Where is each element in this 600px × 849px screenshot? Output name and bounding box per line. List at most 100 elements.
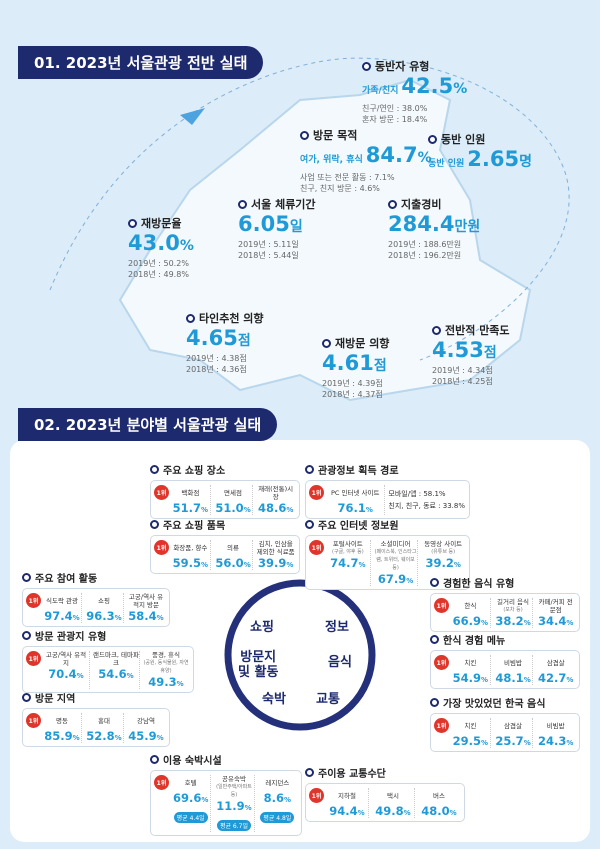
panel-box: 1위 포털사이트 (구글, 야후 등) 74.7% 소셜미디어 (페이스북, 인스타그램,… [305,535,470,590]
item-label-text: 고궁/역사 유적지 [45,651,87,667]
stat-unit: 만원 [454,219,481,235]
panel-title: 주요 쇼핑 품목 [150,517,300,532]
rank-badge: 1위 [26,651,41,666]
item-number: 94.4 [329,804,358,818]
stat-value: 284.4만원 [388,212,480,239]
item-value: 52.8% [85,729,123,743]
item-value: 69.6% [171,791,210,805]
item-label: 강남역 [127,713,165,729]
stat-prefix: 동반 인원 [428,159,465,169]
item-number: 39.9 [257,556,287,570]
item-label: 지하철 [326,788,368,804]
item-value: 24.3% [536,734,575,748]
stat-number: 4.65 [186,326,238,350]
hub-text: 음식 [328,655,352,670]
item-number: 24.3 [537,734,567,748]
item-label: 레지던스 [258,775,297,791]
rank-badge: 1위 [26,593,41,608]
panel-title: 가장 맛있었던 한국 음식 [430,695,580,710]
item-value: 51.0% [214,501,253,515]
panel-title-text: 주요 인터넷 정보원 [318,521,399,532]
item-label: 카페/커피 전문점 [536,598,575,614]
item-unit: % [243,506,251,514]
item-label: 면세점 [214,485,253,501]
stat-number: 4.61 [322,351,374,375]
item-unit: % [566,619,574,627]
item-avg: 평균 4.4일 [173,812,208,823]
bullet [128,218,137,228]
stat-sub: 2019년 : 188.6만원 [388,240,462,249]
stat-sub: 혼자 방문 : 18.4% [362,115,428,124]
item-number: 97.4 [44,609,73,623]
item-unit: % [523,676,531,684]
panel-title-text: 방문 지역 [35,694,76,705]
item-number: 74.7 [330,556,359,570]
item-number: 70.4 [48,667,77,681]
panel-box: 1위 화장품, 향수 59.5% 의류 56.0% 김치, 인삼을 제외한 식료품 39.9… [150,535,300,574]
panel-title-text: 주요 쇼핑 품목 [163,521,226,532]
bullet [186,313,195,323]
stat-label: 동반자 유형 [362,58,467,74]
section-title: 01. 2023년 서울관광 전반 실태 [18,46,264,79]
item-number: 52.8 [86,729,115,743]
item-label-text: PC 인터넷 사이트 [330,489,380,497]
item-sub: (유튜브 등) [431,549,456,555]
item-unit: % [286,506,294,514]
info-panel: 관광정보 획득 경로 1위 PC 인터넷 사이트 76.1% 모바일/앱 : 58.1%… [305,462,470,519]
stat-value: 4.65점 [186,326,264,353]
panel-box: 1위 지하철 94.4% 택시 49.8% 버스 48.0% [305,783,465,822]
item-label: 재래(전통)시장 [256,485,295,501]
rank-badge: 1위 [434,718,449,733]
bullet [388,199,397,209]
item: 식도락 관광 97.4% [43,593,82,623]
item: 면세점 51.0% [214,485,254,515]
item-label-text: 랜드마크, 테마파크 [93,651,139,667]
rank-badge: 1위 [434,655,449,670]
item-value: 11.9% [214,799,253,813]
item-unit: % [403,809,411,817]
item-number: 48.1 [495,671,524,685]
bullet [22,693,31,702]
item-unit: % [244,804,252,812]
bullet [150,755,159,764]
hub-text: 정보 [325,620,349,635]
stat-number: 42.5 [401,74,454,98]
item-number: 69.6 [172,791,202,805]
item-label-text: 비빔밥 [546,722,565,730]
item-number: 49.3 [148,675,177,689]
item: 택시 49.8% [372,788,415,818]
panel-title: 관광정보 획득 경로 [305,462,470,477]
item-unit: % [566,739,574,747]
item: 치킨 29.5% [451,718,491,748]
item-label: 고궁/역사 유적지 [43,651,89,667]
info-panel: 주이용 교통수단 1위 지하철 94.4% 택시 49.8% 버스 48.0% [305,765,465,822]
item: 포털사이트 (구글, 야후 등) 74.7% [326,540,371,586]
info-panel: 방문 관광지 유형 1위 고궁/역사 유적지 70.4% 랜드마크, 테마파크 54.6%… [22,628,194,693]
item-label-text: 호텔 [184,779,197,787]
item-value: 48.1% [494,671,533,685]
item-label-text: 화장품, 향수 [173,544,208,552]
item-label: 쇼핑 [85,593,123,609]
item-sub: (일반주택/아파트 등) [216,784,252,798]
info-panel: 경험한 음식 유형 1위 한식 66.9% 길거리 음식 (포차 등) 38.2% 카페/커피… [430,575,580,632]
item-value: 49.8% [372,804,414,818]
item-value: 42.7% [536,671,575,685]
item-unit: % [72,614,80,622]
info-panel: 한식 경험 메뉴 1위 치킨 54.9% 비빔밥 48.1% 삼겹살 42.7% [430,632,580,689]
item: 쇼핑 96.3% [85,593,124,623]
item: 랜드마크, 테마파크 54.6% [93,651,140,689]
stat-sub: 2019년 : 4.39점 [322,379,383,388]
item: 동영상 사이트 (유튜브 등) 39.2% [421,540,465,586]
map [118,78,532,402]
item-value: 85.9% [43,729,81,743]
bullet [362,61,371,71]
item-unit: % [481,619,489,627]
item-number: 66.9 [452,614,482,628]
item-label: 랜드마크, 테마파크 [93,651,139,667]
item-label: 고궁/역사 유적지 방문 [127,593,165,609]
item-label: 풍경, 휴식 (공원, 동식물원, 자연휴양) [143,651,189,675]
item-label-text: 재래(전통)시장 [258,485,294,501]
stat-value: 동반 인원 2.65명 [428,147,532,176]
item: 화장품, 향수 59.5% [171,540,211,570]
item-unit: % [284,796,292,804]
